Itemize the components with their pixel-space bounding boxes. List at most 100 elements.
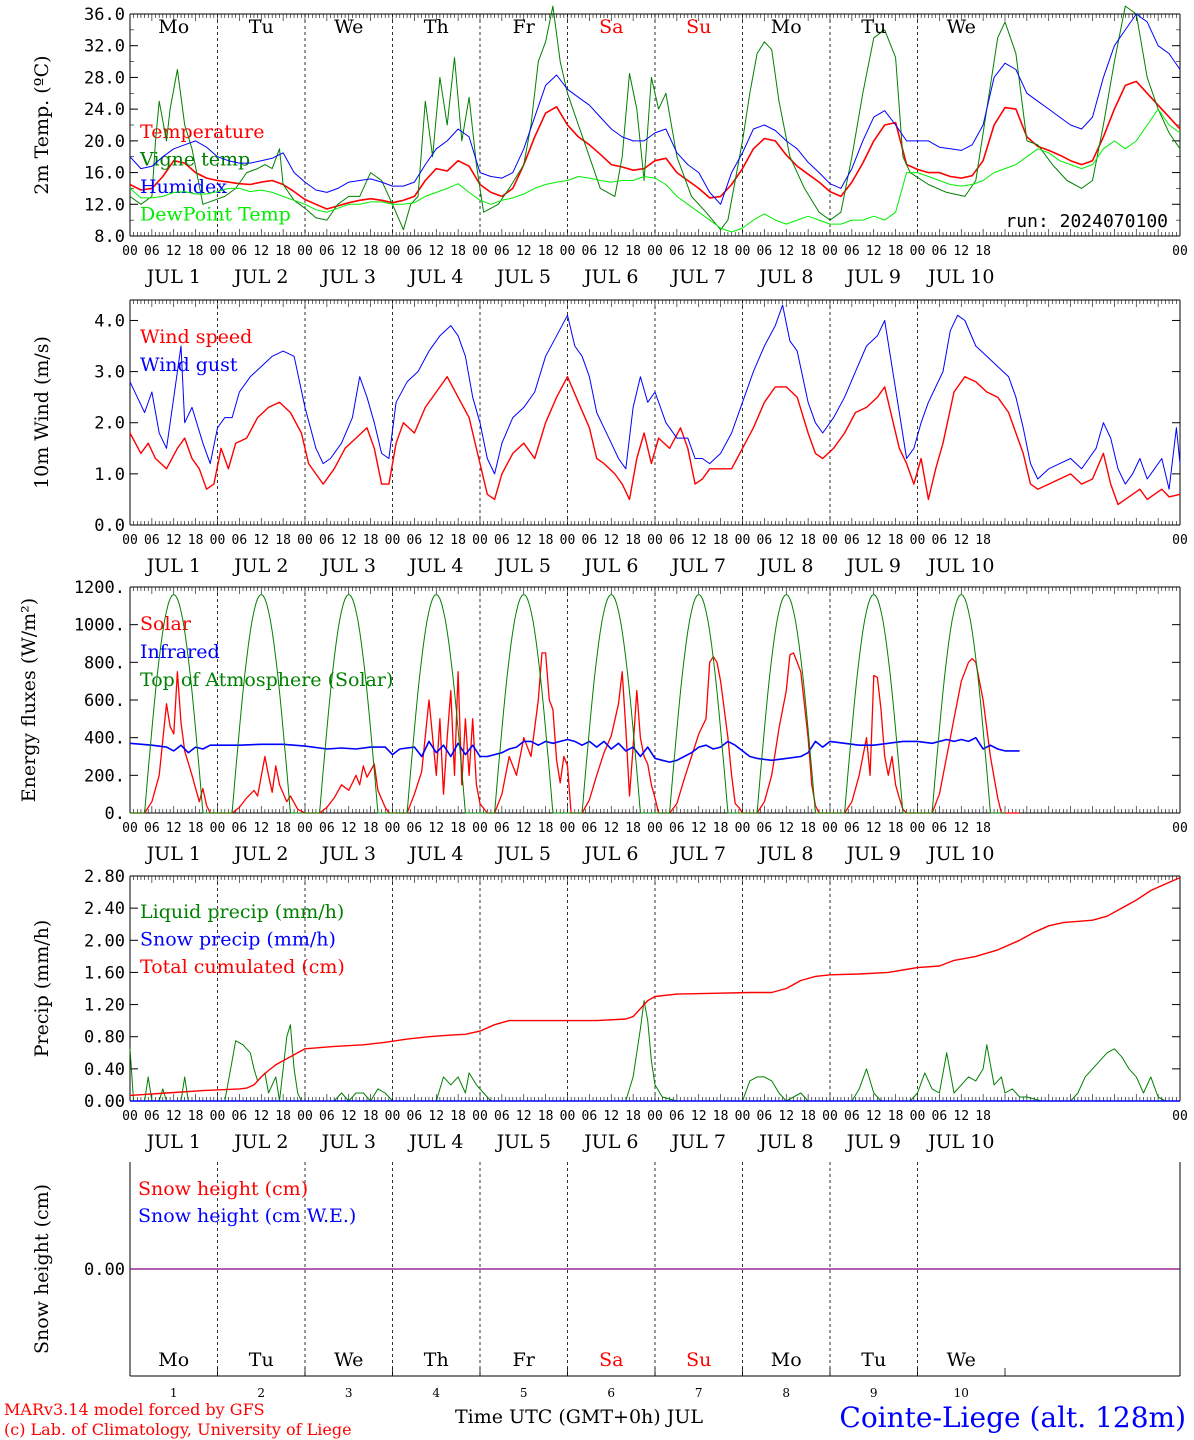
x-date-label: JUL 5 [495, 555, 551, 577]
x-hour-label: 18 [188, 821, 204, 836]
x-hour-label: 06 [494, 533, 510, 548]
x-hour-label: 12 [253, 244, 269, 259]
x-hour-label: 06 [232, 244, 248, 259]
day-number-label: 3 [345, 1386, 353, 1400]
x-hour-label: 18 [888, 1109, 904, 1124]
x-hour-label: 18 [975, 533, 991, 548]
x-date-label: JUL 2 [232, 266, 288, 288]
x-hour-label: 00 [647, 533, 663, 548]
x-date-label: JUL 3 [320, 843, 376, 865]
weekday-label-bottom: Mo [771, 1349, 802, 1371]
x-hour-label: 18 [713, 533, 729, 548]
x-hour-label: 12 [778, 533, 794, 548]
x-hour-label: 18 [888, 244, 904, 259]
x-hour-label: 18 [275, 1109, 291, 1124]
x-hour-label: 12 [691, 1109, 707, 1124]
x-hour-label: 18 [275, 821, 291, 836]
x-hour-label: 00 [910, 1109, 926, 1124]
x-hour-label: 06 [582, 533, 598, 548]
x-hour-label: 00 [297, 821, 313, 836]
x-hour-label: 12 [253, 821, 269, 836]
x-date-label: JUL 9 [845, 555, 901, 577]
x-hour-label: 12 [428, 1109, 444, 1124]
x-date-label: JUL 8 [757, 266, 813, 288]
x-hour-label: 00 [735, 821, 751, 836]
x-hour-label: 06 [757, 244, 773, 259]
weekday-label-top: Tu [249, 16, 274, 38]
x-hour-label: 00 [1172, 1109, 1188, 1124]
weekday-label-bottom: Su [686, 1349, 711, 1371]
panel-4: 0.00 0.40 0.80 1.20 1.60 2.00 2.40 2.80 Precip (… [31, 867, 1188, 1153]
x-hour-label: 00 [297, 244, 313, 259]
x-hour-label: 00 [822, 1109, 838, 1124]
weekday-label-bottom: We [947, 1349, 976, 1371]
day-number-label: 9 [870, 1386, 878, 1400]
series-vigne-temp [129, 5, 1181, 231]
x-hour-label: 18 [713, 244, 729, 259]
x-hour-label: 06 [844, 533, 860, 548]
x-hour-label: 00 [560, 821, 576, 836]
x-hour-label: 12 [341, 533, 357, 548]
y-axis-label: 10m Wind (m/s) [31, 336, 53, 489]
x-hour-label: 06 [757, 821, 773, 836]
y-axis-label: Precip (mm/h) [31, 920, 53, 1058]
x-hour-label: 18 [625, 244, 641, 259]
weekday-label-top: We [334, 16, 363, 38]
y-tick-label: 1000. [74, 616, 125, 636]
x-hour-label: 18 [363, 821, 379, 836]
x-hour-label: 06 [844, 244, 860, 259]
x-hour-label: 18 [713, 821, 729, 836]
x-hour-label: 12 [953, 821, 969, 836]
x-hour-label: 00 [735, 244, 751, 259]
x-hour-label: 18 [275, 533, 291, 548]
day-number-label: 7 [695, 1386, 703, 1400]
y-tick-label: 3.0 [94, 363, 125, 383]
x-hour-label: 12 [516, 1109, 532, 1124]
x-hour-label: 00 [735, 1109, 751, 1124]
x-hour-label: 06 [319, 1109, 335, 1124]
x-hour-label: 18 [363, 1109, 379, 1124]
x-date-label: JUL 3 [320, 555, 376, 577]
x-hour-label: 06 [144, 821, 160, 836]
x-hour-label: 12 [691, 244, 707, 259]
y-axis-label: 2m Temp. (ºC) [31, 55, 53, 194]
x-date-label: JUL 6 [582, 1131, 638, 1153]
legend-entry: Infrared [140, 641, 220, 663]
day-number-label: 2 [257, 1386, 265, 1400]
x-hour-label: 00 [385, 533, 401, 548]
x-date-label: JUL 3 [320, 1131, 376, 1153]
x-hour-label: 12 [691, 533, 707, 548]
x-hour-label: 00 [210, 821, 226, 836]
x-hour-label: 12 [428, 533, 444, 548]
x-hour-label: 00 [910, 821, 926, 836]
x-hour-label: 06 [407, 1109, 423, 1124]
x-hour-label: 00 [210, 533, 226, 548]
x-date-label: JUL 6 [582, 843, 638, 865]
x-hour-label: 00 [297, 1109, 313, 1124]
x-hour-label: 06 [319, 244, 335, 259]
day-number-label: 5 [520, 1386, 528, 1400]
legend-entry: Humidex [140, 176, 227, 198]
weekday-label-top: Mo [771, 16, 802, 38]
x-hour-label: 06 [757, 533, 773, 548]
x-hour-label: 18 [800, 821, 816, 836]
x-hour-label: 12 [603, 821, 619, 836]
day-number-label: 4 [432, 1386, 440, 1400]
panel-2: 0.0 1.0 2.0 3.0 4.0 10m Wind (m/s) Wind speed W… [31, 299, 1188, 577]
x-hour-label: 00 [647, 244, 663, 259]
x-date-label: JUL 1 [145, 266, 201, 288]
x-hour-label: 00 [560, 1109, 576, 1124]
x-hour-label: 06 [757, 1109, 773, 1124]
x-hour-label: 00 [472, 244, 488, 259]
x-hour-label: 06 [144, 533, 160, 548]
x-hour-label: 00 [122, 1109, 138, 1124]
x-hour-label: 00 [1172, 821, 1188, 836]
x-hour-label: 12 [866, 244, 882, 259]
panel-1: 8.0 12.0 16.0 20.0 24.0 28.0 32.0 36.0 2m Temp. … [31, 5, 1188, 288]
x-hour-label: 06 [407, 244, 423, 259]
x-hour-label: 18 [363, 533, 379, 548]
x-date-label: JUL 9 [845, 1131, 901, 1153]
legend-entry: Solar [140, 613, 192, 635]
x-hour-label: 06 [494, 244, 510, 259]
y-tick-label: 0.80 [84, 1028, 125, 1048]
